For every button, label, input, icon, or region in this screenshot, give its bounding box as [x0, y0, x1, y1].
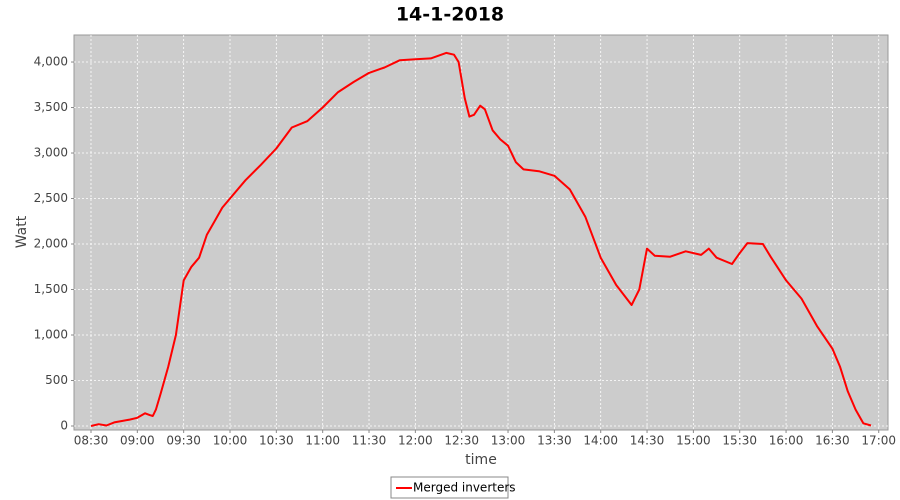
plot-area: [73, 34, 889, 431]
y-tick-label: 2,000: [34, 237, 68, 251]
y-tick-label: 2,500: [34, 191, 68, 205]
x-tick-label: 11:30: [352, 434, 387, 448]
y-tick-label: 1,000: [34, 328, 68, 342]
x-tick-label: 17:00: [861, 434, 896, 448]
y-tick-label: 4,000: [34, 55, 68, 69]
y-tick-label: 1,500: [34, 282, 68, 296]
y-tick-label: 3,000: [34, 146, 68, 160]
legend: [390, 476, 509, 499]
x-tick-label: 09:30: [166, 434, 201, 448]
x-tick-label: 16:30: [815, 434, 850, 448]
x-tick-label: 13:00: [491, 434, 526, 448]
chart-title: 14-1-2018: [396, 4, 504, 26]
y-tick-label: 500: [45, 373, 68, 387]
series-line: [90, 51, 872, 427]
x-tick-label: 14:30: [630, 434, 665, 448]
y-axis-title: Watt: [14, 215, 30, 248]
x-tick-label: 08:30: [74, 434, 109, 448]
x-tick-label: 13:30: [537, 434, 572, 448]
legend-box: [390, 476, 509, 499]
x-tick-label: 11:00: [305, 434, 340, 448]
x-tick-label: 14:00: [583, 434, 618, 448]
x-tick-label: 10:30: [259, 434, 294, 448]
x-tick-label: 09:00: [120, 434, 155, 448]
x-axis-title: time: [465, 452, 497, 468]
x-tick-label: 10:00: [213, 434, 248, 448]
x-tick-label: 15:00: [676, 434, 711, 448]
x-tick-label: 12:30: [444, 434, 479, 448]
legend-label: Merged inverters: [413, 481, 516, 495]
y-tick-label: 0: [60, 418, 68, 432]
x-tick-label: 16:00: [769, 434, 804, 448]
x-tick-label: 15:30: [722, 434, 757, 448]
y-tick-label: 3,500: [34, 100, 68, 114]
x-tick-label: 12:00: [398, 434, 433, 448]
